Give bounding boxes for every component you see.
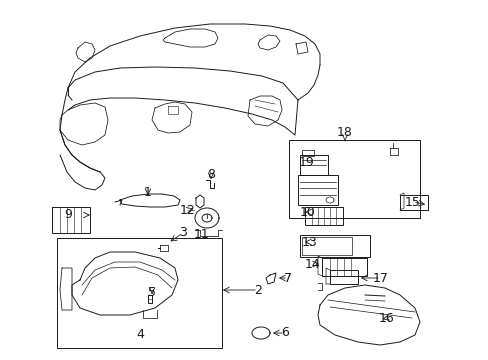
Text: 5: 5 (148, 287, 156, 300)
Bar (302, 150, 313, 156)
Bar (302, 237, 351, 255)
Bar (297, 175, 337, 205)
Text: 18: 18 (336, 126, 352, 139)
Text: 6: 6 (281, 327, 288, 339)
Text: 16: 16 (378, 311, 394, 324)
Text: 9: 9 (64, 208, 72, 221)
Text: 13: 13 (302, 235, 317, 248)
Text: 7: 7 (284, 271, 291, 284)
Bar (329, 270, 357, 284)
Text: 8: 8 (206, 168, 215, 181)
Bar (52, 207, 90, 233)
Bar (399, 195, 427, 210)
Text: 17: 17 (372, 271, 388, 284)
Text: 10: 10 (300, 206, 315, 219)
Bar (288, 140, 419, 218)
Text: 14: 14 (305, 257, 320, 270)
Text: 4: 4 (136, 328, 143, 342)
Text: 2: 2 (254, 284, 262, 297)
Text: 19: 19 (299, 156, 314, 168)
Text: 11: 11 (194, 229, 209, 242)
Bar (299, 235, 369, 257)
Text: 15: 15 (404, 195, 420, 208)
Text: 1: 1 (144, 185, 152, 198)
Bar (299, 155, 327, 175)
Bar (321, 258, 366, 276)
Text: 3: 3 (179, 226, 186, 239)
Bar (305, 207, 342, 225)
Bar (57, 238, 222, 348)
Text: 12: 12 (180, 203, 196, 216)
